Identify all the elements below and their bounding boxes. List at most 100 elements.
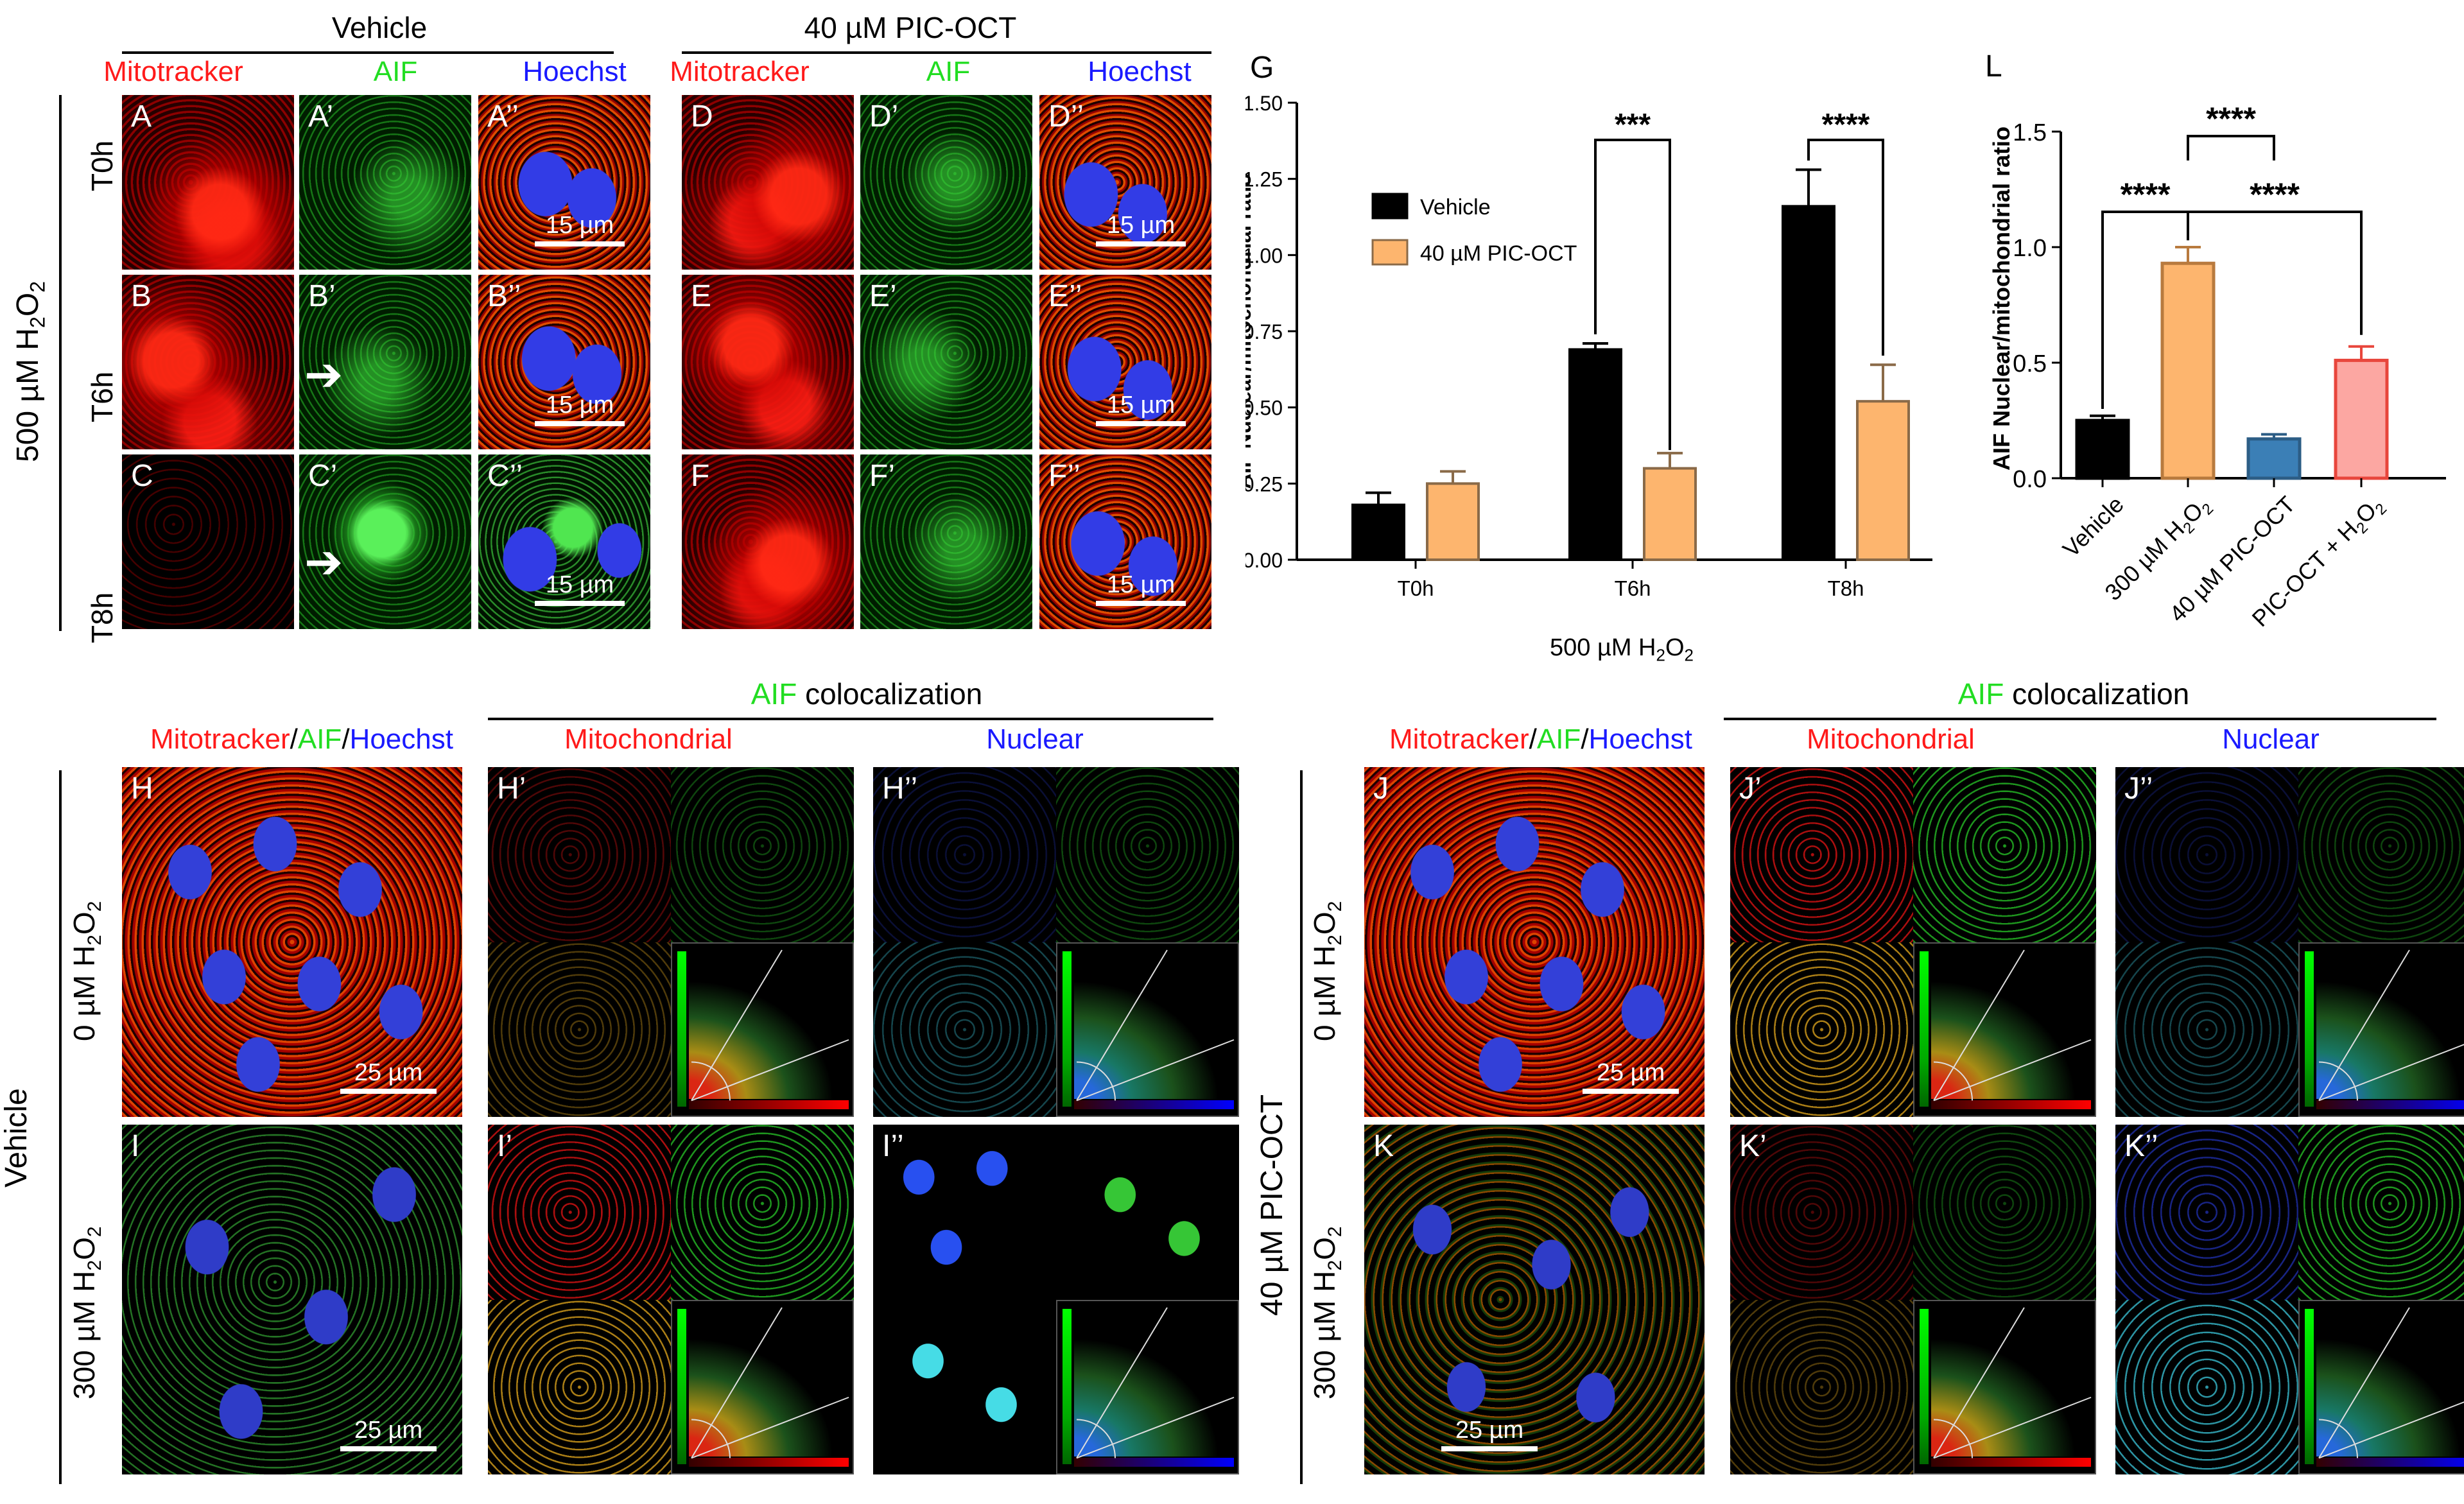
- scatterplot-icon: [1056, 1299, 1239, 1474]
- legend-swatch: [1371, 193, 1409, 220]
- panel-label: K: [1373, 1129, 1394, 1163]
- scale-bar-line: [535, 601, 625, 606]
- micrograph-right-dose0-2: J’: [1730, 767, 2096, 1117]
- row-label-t6h: T6h: [85, 371, 119, 422]
- panel-label: A’’: [487, 99, 519, 134]
- scale-bar-label: 25 µm: [354, 1059, 423, 1086]
- scale-bar-line: [535, 241, 625, 246]
- channel-quadrant: [488, 1125, 671, 1300]
- scale-bar-label: 15 µm: [1106, 212, 1176, 239]
- significance-stars: ****: [2121, 177, 2171, 212]
- scale-bar: 25 µm: [340, 1060, 437, 1094]
- channel-hoechst-pic: Hoechst: [1088, 56, 1192, 87]
- micrograph-t8h-6: F’’ 15 µm: [1039, 454, 1211, 629]
- channel-quadrant: [671, 767, 854, 942]
- panel-l-letter: L: [1985, 49, 2002, 83]
- panel-g-letter: G: [1250, 51, 1274, 85]
- y-tick-label: 0.5: [2013, 350, 2047, 377]
- panel-label: K’: [1739, 1129, 1767, 1163]
- micrograph-t0h-1: A: [122, 95, 294, 270]
- panel-label: D’: [869, 99, 899, 134]
- scale-bar-label: 25 µm: [1596, 1059, 1665, 1086]
- y-axis-label: AIF Nuclear/mitochondrial ratio: [1245, 173, 1255, 488]
- significance-bracket: [1807, 139, 1884, 356]
- channel-quadrant: [488, 942, 671, 1117]
- micrograph-right-dose0-3: J’’: [2115, 767, 2464, 1117]
- micrograph-left-dose300-1: 25 µm I: [122, 1125, 462, 1474]
- scatterplot-icon: [1913, 942, 2096, 1117]
- channel-quadrant: [1730, 1125, 1913, 1300]
- chart-g-xlabel: 500 µM H2O2: [1549, 634, 1694, 665]
- micrograph-t8h-3: C’’ 15 µm: [478, 454, 650, 629]
- panel-label: H’: [497, 772, 526, 806]
- micrograph-right-dose300-2: K’: [1730, 1125, 2096, 1474]
- y-tick-label: 0.25: [1245, 472, 1283, 496]
- channel-mitotracker-vehicle: Mitotracker: [103, 56, 243, 87]
- scale-bar-line: [1583, 1089, 1679, 1094]
- micrograph-t0h-2: A’: [299, 95, 471, 270]
- panel-label: I’’: [882, 1129, 904, 1163]
- panel-label: B: [131, 279, 152, 313]
- pic-oct-title: 40 µM PIC-OCT: [804, 11, 1017, 44]
- channel-quadrant: [2115, 1125, 2298, 1300]
- scale-bar: 15 µm: [1096, 393, 1186, 426]
- micrograph-right-dose300-3: K’’: [2115, 1125, 2464, 1474]
- merge-header-left: Mitotracker/AIF/Hoechst: [150, 723, 453, 755]
- coloc-title-left: AIF colocalization: [750, 677, 983, 711]
- panel-label: F: [691, 459, 710, 493]
- y-tick-label: 1.25: [1245, 168, 1283, 191]
- scatterplot-icon: [671, 1299, 854, 1474]
- scale-bar-line: [340, 1446, 437, 1451]
- channel-quadrant: [671, 1125, 854, 1300]
- bar-T8h-0: [1782, 205, 1835, 562]
- scale-bar: 25 µm: [340, 1418, 437, 1451]
- micrograph-t6h-4: E: [682, 275, 854, 449]
- dose-label-0-left: 0 µM H2O2: [67, 901, 106, 1041]
- legend-label: 40 µM PIC-OCT: [1420, 241, 1577, 266]
- micrograph-t8h-4: F: [682, 454, 854, 629]
- significance-bracket: [1594, 139, 1671, 451]
- micrograph-t8h-5: F’: [860, 454, 1032, 629]
- significance-stars: ****: [2250, 177, 2300, 212]
- legend-label: Vehicle: [1420, 195, 1491, 220]
- scale-bar-label: 15 µm: [545, 392, 614, 419]
- bar-T6h-0: [1568, 348, 1622, 561]
- significance-bracket: [2187, 135, 2275, 160]
- side-bracket: [59, 95, 62, 631]
- panel-label: D’’: [1048, 99, 1084, 134]
- channel-quadrant: [488, 767, 671, 942]
- scale-bar-line: [1441, 1446, 1538, 1451]
- x-tick-label: T6h: [1615, 576, 1651, 600]
- bar-0: [2075, 419, 2130, 480]
- side-label-pic-oct: 40 µM PIC-OCT: [1255, 1094, 1289, 1316]
- panel-label: E’: [869, 279, 897, 313]
- y-tick-label: 0.00: [1245, 549, 1283, 572]
- scale-bar: 15 µm: [535, 393, 625, 426]
- scale-bar-line: [1096, 421, 1186, 426]
- micrograph-t6h-5: E’: [860, 275, 1032, 449]
- coloc-underline-left: [488, 718, 1213, 720]
- bar-T8h-1: [1856, 400, 1910, 561]
- channel-quadrant: [873, 767, 1056, 942]
- panel-label: F’: [869, 459, 895, 493]
- panel-label: B’: [308, 279, 336, 313]
- panel-label: I: [131, 1129, 140, 1163]
- micrograph-t8h-1: C: [122, 454, 294, 629]
- y-axis-label: AIF Nuclear/mitochondrial ratio: [1988, 126, 2015, 471]
- micrograph-t6h-3: B’’ 15 µm: [478, 275, 650, 449]
- y-tick-label: 1.00: [1245, 244, 1283, 267]
- pic-oct-underline: [682, 51, 1211, 54]
- scale-bar-label: 25 µm: [1455, 1417, 1524, 1444]
- panel-label: J: [1373, 772, 1389, 806]
- bar-T0h-0: [1351, 503, 1405, 561]
- coloc-underline-right: [1724, 718, 2436, 720]
- y-tick-label: 0.50: [1245, 397, 1283, 420]
- bar-T0h-1: [1426, 482, 1480, 561]
- arrow-icon: ➔: [304, 537, 343, 588]
- panel-label: E: [691, 279, 712, 313]
- arrow-icon: ➔: [304, 349, 343, 401]
- scale-bar: 15 µm: [1096, 573, 1186, 606]
- legend-swatch: [1371, 239, 1409, 266]
- panel-label: D: [691, 99, 713, 134]
